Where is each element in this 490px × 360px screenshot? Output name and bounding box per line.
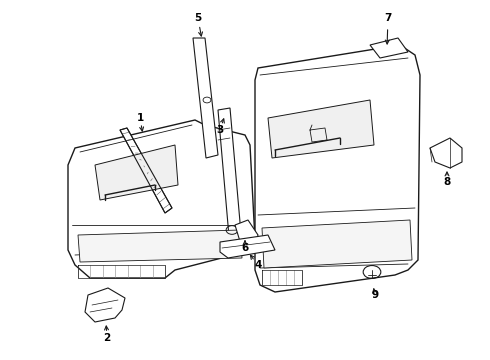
Polygon shape (85, 288, 125, 322)
Polygon shape (268, 100, 374, 158)
Polygon shape (95, 145, 178, 200)
Polygon shape (370, 38, 408, 58)
Text: 9: 9 (371, 290, 379, 300)
Text: 3: 3 (217, 125, 223, 135)
Polygon shape (193, 38, 218, 158)
Polygon shape (235, 220, 258, 248)
Polygon shape (120, 128, 172, 213)
Polygon shape (255, 45, 420, 292)
Text: 8: 8 (443, 177, 451, 187)
Polygon shape (218, 108, 242, 248)
Text: 7: 7 (384, 13, 392, 23)
Text: 2: 2 (103, 333, 111, 343)
Text: 1: 1 (136, 113, 144, 123)
Polygon shape (220, 235, 275, 258)
Text: 5: 5 (195, 13, 201, 23)
Polygon shape (68, 120, 255, 278)
Text: 4: 4 (254, 260, 262, 270)
Polygon shape (262, 220, 412, 268)
Polygon shape (78, 230, 242, 262)
Text: 6: 6 (242, 243, 248, 253)
Polygon shape (430, 138, 462, 168)
